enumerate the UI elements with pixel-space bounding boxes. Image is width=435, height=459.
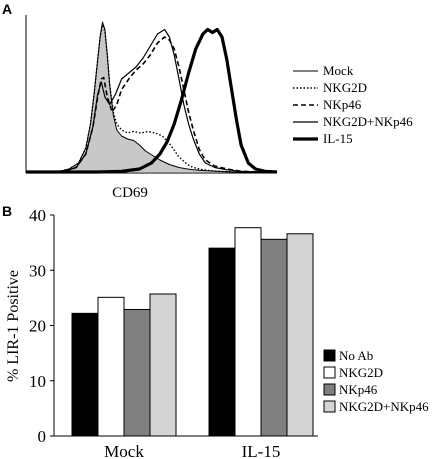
histogram-curve-nkg2d (26, 24, 277, 173)
legend-swatch-nkg2d-nkp46 (323, 400, 336, 413)
histogram-curve-nkg2d-nkp46 (26, 28, 277, 173)
legend-label-nkg2d-nkp46: NKG2D+NKp46 (339, 399, 429, 414)
histogram-legend: Mock NKG2D NKp46 NKG2D+NKp46 IL-15 (293, 63, 413, 146)
bar-mock-nkg2d-nkp46 (149, 293, 177, 437)
bar-mock-no-ab (71, 312, 99, 437)
legend-label-nkg2d: NKG2D (339, 365, 383, 380)
legend-label-nkg2d: NKG2D (323, 80, 367, 95)
legend-swatch-nkg2d (323, 366, 336, 379)
legend-label-il-15: IL-15 (323, 131, 353, 146)
legend-label-nkg2d-nkp46: NKG2D+NKp46 (323, 114, 413, 129)
legend-swatch-nkp46 (323, 383, 336, 396)
histogram-curves (26, 21, 278, 174)
bar-y-ticks: 0 10 20 30 40 (29, 206, 54, 446)
legend-label-nkp46: NKp46 (323, 97, 362, 112)
bar-il-15-nkg2d (234, 227, 262, 437)
bar-mock-nkp46 (123, 308, 151, 437)
y-tick-label: 0 (38, 427, 47, 446)
histogram-curve-nkp46 (26, 36, 277, 173)
histogram-x-label: CD69 (112, 185, 148, 201)
legend-label-no-ab: No Ab (339, 348, 373, 363)
bar-category-labels: Mock IL-15 (104, 442, 280, 459)
legend-swatch-no-ab (323, 349, 336, 362)
bar-chart-panel: 0 10 20 30 40 Mock IL-15 % LIR-1 Positive No … (5, 206, 429, 459)
bar-il-15-nkg2d-nkp46 (286, 233, 314, 437)
y-tick-label: 20 (29, 317, 46, 336)
bar-legend: No Ab NKG2D NKp46 NKG2D+NKp46 (323, 348, 429, 414)
bar-mock-nkg2d (97, 296, 125, 437)
y-tick-label: 10 (29, 372, 46, 391)
bar-il-15-nkp46 (260, 238, 288, 437)
panel-b-label: B (2, 203, 12, 219)
legend-label-nkp46: NKp46 (339, 382, 378, 397)
histogram-curve-il-15 (26, 27, 278, 174)
histogram-panel: CD69 Mock NKG2D NKp46 NKG2D+NKp46 IL-15 (25, 15, 413, 201)
bar-series (71, 227, 314, 437)
y-tick-label: 30 (29, 261, 46, 280)
bar-y-label: % LIR-1 Positive (5, 270, 22, 382)
y-tick-label: 40 (29, 206, 46, 225)
legend-label-mock: Mock (323, 63, 354, 78)
bar-il-15-no-ab (208, 247, 236, 437)
x-category-label: Mock (104, 442, 144, 459)
panel-a-label: A (2, 1, 12, 17)
x-category-label: IL-15 (242, 442, 281, 459)
